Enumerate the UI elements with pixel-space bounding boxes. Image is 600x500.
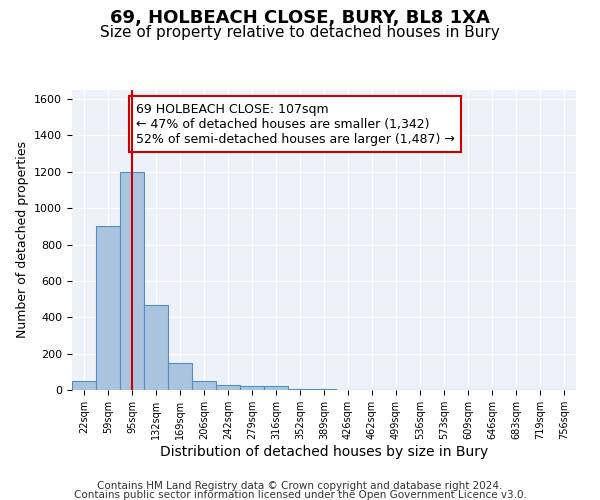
Bar (168, 362, 192, 390)
Bar (192, 381, 216, 390)
Bar (144, 304, 168, 390)
Text: 69 HOLBEACH CLOSE: 107sqm
← 47% of detached houses are smaller (1,342)
52% of se: 69 HOLBEACH CLOSE: 107sqm ← 47% of detac… (136, 102, 454, 146)
Text: Contains public sector information licensed under the Open Government Licence v3: Contains public sector information licen… (74, 490, 526, 500)
Text: Contains HM Land Registry data © Crown copyright and database right 2024.: Contains HM Land Registry data © Crown c… (97, 481, 503, 491)
Bar (240, 386, 264, 390)
X-axis label: Distribution of detached houses by size in Bury: Distribution of detached houses by size … (160, 444, 488, 458)
Bar (312, 389, 336, 390)
Text: Size of property relative to detached houses in Bury: Size of property relative to detached ho… (100, 26, 500, 40)
Bar (96, 226, 120, 390)
Bar (120, 172, 144, 390)
Bar (216, 386, 240, 390)
Bar (264, 386, 288, 390)
Bar (288, 389, 312, 390)
Text: 69, HOLBEACH CLOSE, BURY, BL8 1XA: 69, HOLBEACH CLOSE, BURY, BL8 1XA (110, 8, 490, 26)
Y-axis label: Number of detached properties: Number of detached properties (16, 142, 29, 338)
Bar (72, 381, 96, 390)
